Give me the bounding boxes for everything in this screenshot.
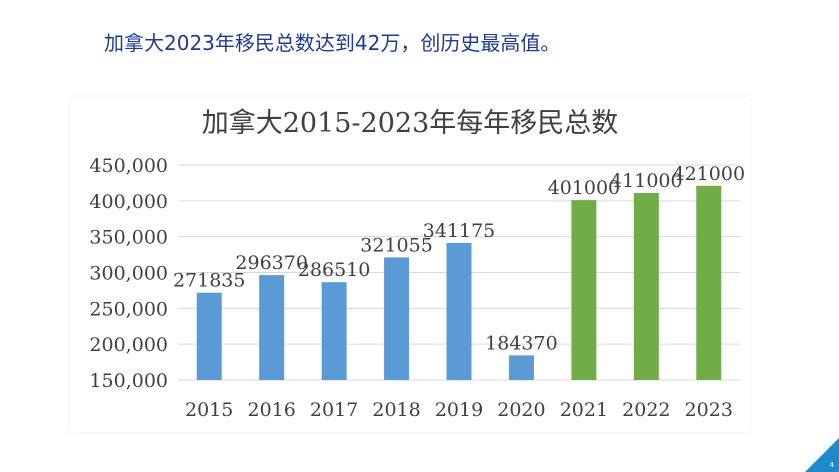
- x-tick-label-2015: 2015: [185, 399, 233, 421]
- value-label-2019: 341175: [423, 220, 496, 242]
- value-label-2020: 184370: [485, 332, 558, 354]
- y-tick-label: 450,000: [89, 155, 168, 177]
- bar-chart: 加拿大2015-2023年每年移民总数 150,000 200,000 250,00…: [89, 108, 745, 421]
- x-tick-label-2022: 2022: [622, 399, 670, 421]
- page-number: 4: [829, 461, 834, 469]
- bar-2019: [446, 242, 472, 380]
- y-tick-label: 350,000: [89, 227, 168, 249]
- x-tick-label-2018: 2018: [372, 399, 420, 421]
- value-label-2017: 286510: [298, 259, 371, 281]
- bar-2020: [508, 355, 534, 380]
- value-label-2023: 421000: [673, 163, 746, 185]
- x-tick-label-2019: 2019: [435, 399, 483, 421]
- slide-headline: 加拿大2023年移民总数达到42万，创历史最高值。: [104, 31, 561, 55]
- bar-2022: [633, 192, 659, 380]
- chart-frame: 加拿大2015-2023年每年移民总数 150,000 200,000 250,00…: [70, 97, 750, 432]
- value-label-2015: 271835: [173, 270, 246, 292]
- y-tick-label: 150,000: [89, 370, 168, 392]
- bar-2021: [571, 200, 597, 380]
- y-tick-label: 200,000: [89, 334, 168, 356]
- chart-title: 加拿大2015-2023年每年移民总数: [202, 108, 619, 139]
- y-tick-label: 400,000: [89, 191, 168, 213]
- value-label-2021: 401000: [548, 177, 621, 199]
- corner-accent: [805, 438, 839, 472]
- y-tick-label: 300,000: [89, 263, 168, 285]
- bars: [196, 185, 722, 380]
- x-tick-label-2023: 2023: [685, 399, 733, 421]
- bar-2016: [259, 275, 285, 380]
- y-axis-ticks: 150,000 200,000 250,000 300,000 350,000 400,0…: [89, 155, 168, 392]
- value-label-2018: 321055: [360, 234, 433, 256]
- x-tick-label-2020: 2020: [497, 399, 545, 421]
- x-axis-ticks: 2015 2016 2017 2018 2019 2020 2021 2022 2023: [185, 399, 733, 421]
- x-tick-label-2021: 2021: [560, 399, 608, 421]
- value-label-2022: 411000: [610, 170, 683, 192]
- x-tick-label-2016: 2016: [247, 399, 295, 421]
- bar-2017: [321, 282, 347, 380]
- bar-2023: [696, 185, 722, 380]
- x-tick-label-2017: 2017: [310, 399, 358, 421]
- bar-2015: [196, 292, 222, 380]
- y-tick-label: 250,000: [89, 298, 168, 320]
- bar-2018: [384, 257, 410, 380]
- value-label-2016: 296370: [235, 252, 308, 274]
